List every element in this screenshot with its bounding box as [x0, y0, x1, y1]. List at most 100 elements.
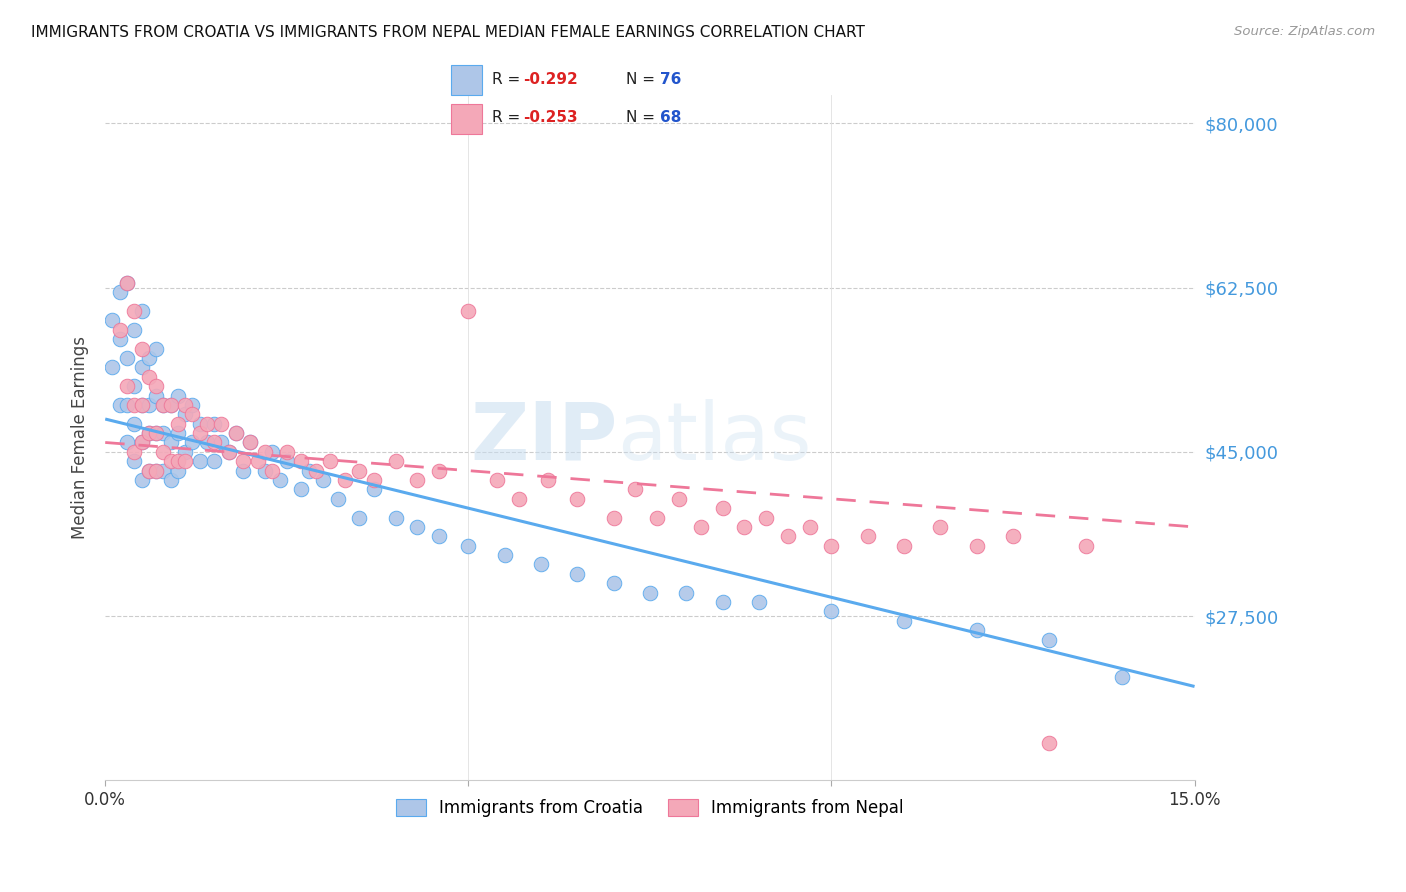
- Point: [427, 464, 450, 478]
- Point: [675, 585, 697, 599]
- Point: [457, 539, 479, 553]
- Point: [131, 304, 153, 318]
- Point: [166, 426, 188, 441]
- Point: [131, 342, 153, 356]
- Point: [349, 510, 371, 524]
- Point: [159, 454, 181, 468]
- Point: [195, 417, 218, 431]
- Point: [131, 398, 153, 412]
- Point: [131, 398, 153, 412]
- Point: [145, 426, 167, 441]
- Point: [363, 483, 385, 497]
- Point: [262, 464, 284, 478]
- Point: [776, 529, 799, 543]
- Text: R =: R =: [492, 72, 524, 87]
- Point: [246, 454, 269, 468]
- Point: [262, 445, 284, 459]
- Point: [181, 407, 204, 421]
- Point: [333, 473, 356, 487]
- Point: [319, 454, 342, 468]
- Point: [305, 464, 328, 478]
- Point: [188, 426, 211, 441]
- Point: [253, 464, 276, 478]
- Point: [1038, 736, 1060, 750]
- Point: [1111, 670, 1133, 684]
- Point: [108, 323, 131, 337]
- Point: [122, 304, 145, 318]
- Point: [494, 548, 516, 562]
- Point: [966, 539, 988, 553]
- Point: [668, 491, 690, 506]
- Point: [145, 464, 167, 478]
- Point: [122, 445, 145, 459]
- Text: IMMIGRANTS FROM CROATIA VS IMMIGRANTS FROM NEPAL MEDIAN FEMALE EARNINGS CORRELAT: IMMIGRANTS FROM CROATIA VS IMMIGRANTS FR…: [31, 25, 865, 40]
- Point: [115, 351, 138, 365]
- Point: [152, 445, 174, 459]
- Point: [218, 445, 240, 459]
- Text: N =: N =: [627, 111, 661, 125]
- Point: [290, 454, 312, 468]
- Point: [748, 595, 770, 609]
- Point: [159, 398, 181, 412]
- Point: [1074, 539, 1097, 553]
- Point: [966, 623, 988, 637]
- Point: [349, 464, 371, 478]
- Point: [893, 539, 915, 553]
- Point: [406, 473, 429, 487]
- Point: [115, 435, 138, 450]
- Point: [131, 473, 153, 487]
- Point: [174, 398, 197, 412]
- Point: [138, 464, 160, 478]
- Point: [218, 445, 240, 459]
- Point: [624, 483, 647, 497]
- FancyBboxPatch shape: [451, 65, 482, 95]
- Point: [820, 539, 842, 553]
- Point: [122, 417, 145, 431]
- Point: [122, 379, 145, 393]
- Point: [115, 276, 138, 290]
- Text: atlas: atlas: [617, 399, 811, 477]
- Point: [689, 520, 711, 534]
- Point: [820, 604, 842, 618]
- Point: [131, 435, 153, 450]
- Point: [406, 520, 429, 534]
- Point: [108, 398, 131, 412]
- Point: [326, 491, 349, 506]
- Point: [384, 454, 406, 468]
- Point: [269, 473, 291, 487]
- Point: [567, 491, 589, 506]
- Point: [276, 454, 298, 468]
- Point: [115, 379, 138, 393]
- Point: [856, 529, 879, 543]
- Point: [225, 426, 247, 441]
- Point: [166, 454, 188, 468]
- Point: [174, 407, 197, 421]
- Point: [276, 445, 298, 459]
- Point: [138, 426, 160, 441]
- Legend: Immigrants from Croatia, Immigrants from Nepal: Immigrants from Croatia, Immigrants from…: [389, 792, 911, 823]
- Point: [202, 435, 225, 450]
- Point: [145, 426, 167, 441]
- Point: [145, 379, 167, 393]
- Point: [384, 510, 406, 524]
- Text: ZIP: ZIP: [470, 399, 617, 477]
- Point: [166, 417, 188, 431]
- Point: [225, 426, 247, 441]
- Point: [1038, 632, 1060, 647]
- Point: [138, 426, 160, 441]
- Point: [166, 388, 188, 402]
- Y-axis label: Median Female Earnings: Median Female Earnings: [72, 336, 89, 540]
- Point: [159, 398, 181, 412]
- Text: 76: 76: [659, 72, 681, 87]
- Point: [138, 398, 160, 412]
- Point: [188, 417, 211, 431]
- Point: [202, 454, 225, 468]
- Point: [138, 464, 160, 478]
- Point: [232, 454, 254, 468]
- Point: [799, 520, 821, 534]
- Point: [209, 435, 232, 450]
- Point: [181, 398, 204, 412]
- Point: [711, 595, 734, 609]
- Point: [232, 464, 254, 478]
- Point: [159, 435, 181, 450]
